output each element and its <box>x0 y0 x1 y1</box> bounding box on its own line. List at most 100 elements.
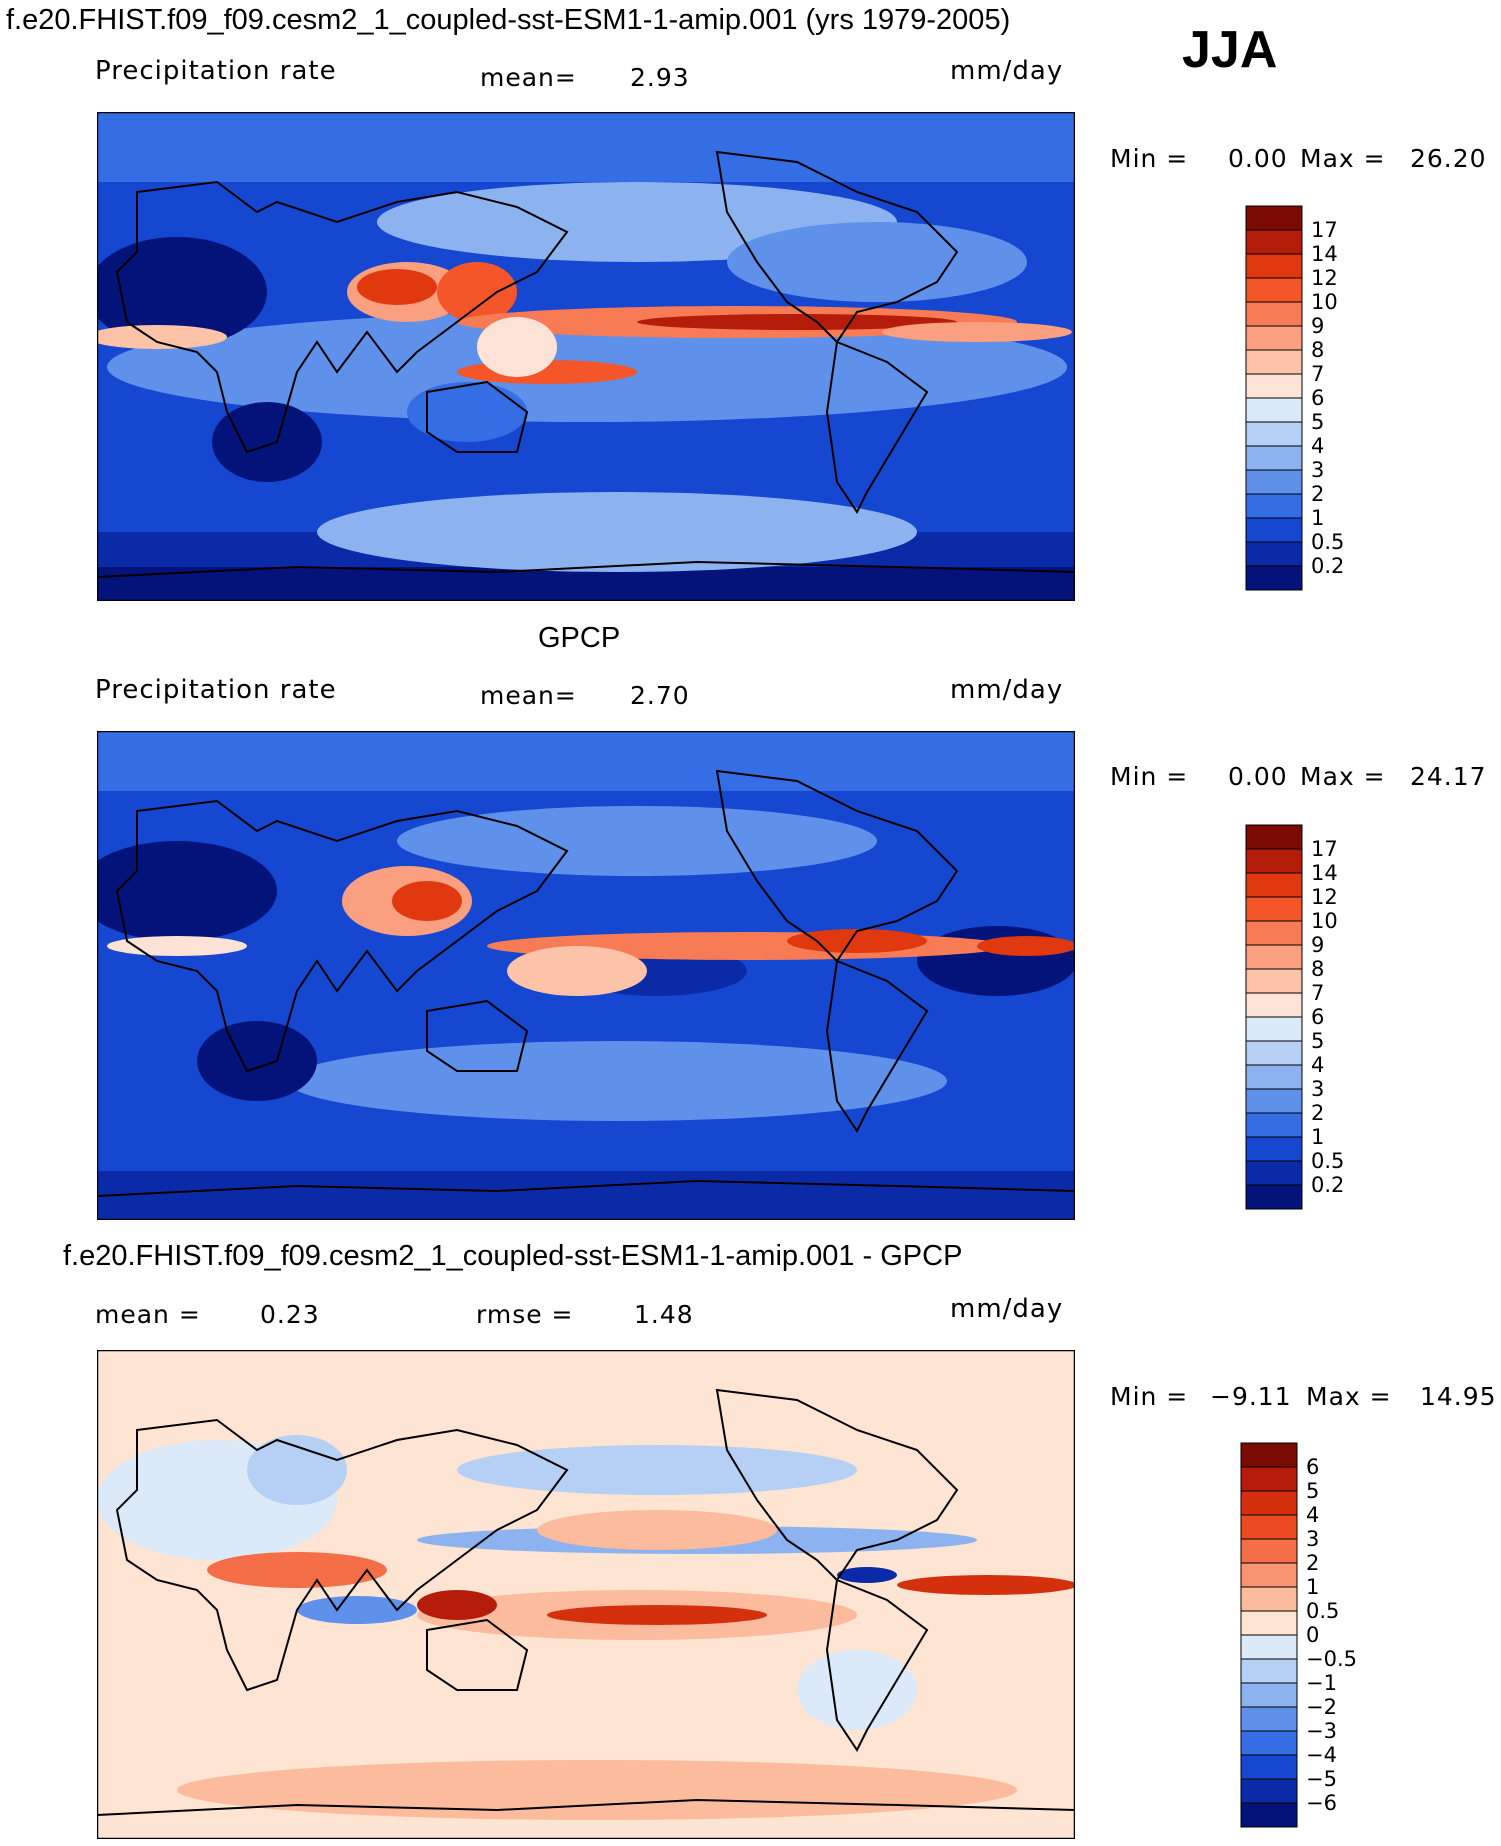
colorbar-swatch <box>1245 1016 1303 1042</box>
colorbar-swatch <box>1240 1658 1298 1684</box>
colorbar-tick-label: −2 <box>1306 1695 1337 1719</box>
mean-label: mean = <box>95 1300 201 1329</box>
colorbar-swatch <box>1245 968 1303 994</box>
colorbar-tick-label: −1 <box>1306 1671 1337 1695</box>
colorbar-swatch <box>1245 1064 1303 1090</box>
colorbar-swatch <box>1245 493 1303 519</box>
colorbar-tick-label: 0.2 <box>1311 1173 1344 1197</box>
colorbar-swatch <box>1240 1682 1298 1708</box>
colorbar-swatch <box>1240 1562 1298 1588</box>
colorbar-tick-label: 2 <box>1306 1551 1319 1575</box>
min-label: Min = <box>1110 762 1189 791</box>
colorbar-tick-label: 17 <box>1311 837 1338 861</box>
colorbar-swatch <box>1245 469 1303 495</box>
colorbar-swatch <box>1245 992 1303 1018</box>
colorbar-tick-label: 7 <box>1311 362 1324 386</box>
field-label: Precipitation rate <box>95 675 337 705</box>
precip-map-obs <box>97 731 1075 1220</box>
colorbar-tick-label: 3 <box>1311 1077 1324 1101</box>
colorbar-tick-label: −0.5 <box>1306 1647 1357 1671</box>
units-label: mm/day <box>950 56 1064 86</box>
mean-label: mean= <box>480 63 577 92</box>
colorbar-tick-label: 14 <box>1311 861 1338 885</box>
colorbar-tick-label: 4 <box>1311 1053 1324 1077</box>
colorbar-swatch <box>1245 565 1303 591</box>
colorbar-swatch <box>1245 1088 1303 1114</box>
colorbar-swatch <box>1245 1040 1303 1066</box>
colorbar-tick-label: 6 <box>1311 386 1324 410</box>
colorbar-tick-label: −5 <box>1306 1767 1337 1791</box>
colorbar-swatch <box>1245 872 1303 898</box>
mean-value: 2.70 <box>630 681 690 710</box>
colorbar-tick-label: 0.5 <box>1311 1149 1344 1173</box>
colorbar-swatch <box>1240 1730 1298 1756</box>
colorbar-swatch <box>1240 1466 1298 1492</box>
colorbar-swatch <box>1245 349 1303 375</box>
rmse-value: 1.48 <box>634 1300 694 1329</box>
rmse-label: rmse = <box>476 1300 574 1329</box>
min-value: −9.11 <box>1210 1382 1292 1411</box>
colorbar-tick-label: 3 <box>1306 1527 1319 1551</box>
colorbar-tick-label: 9 <box>1311 933 1324 957</box>
colorbar-swatch <box>1245 1112 1303 1138</box>
colorbar-swatch <box>1240 1538 1298 1564</box>
colorbar-tick-label: 7 <box>1311 981 1324 1005</box>
colorbar-tick-label: 12 <box>1311 885 1338 909</box>
colorbar-swatch <box>1240 1802 1298 1828</box>
colorbar-swatch <box>1245 517 1303 543</box>
min-label: Min = <box>1110 1382 1189 1411</box>
colorbar-tick-label: −4 <box>1306 1743 1337 1767</box>
colorbar-swatch <box>1245 301 1303 327</box>
max-value: 24.17 <box>1410 762 1487 791</box>
colorbar-tick-label: −3 <box>1306 1719 1337 1743</box>
case-title: f.e20.FHIST.f09_f09.cesm2_1_coupled-sst-… <box>6 4 1011 36</box>
colorbar-tick-label: 0.2 <box>1311 554 1344 578</box>
colorbar-swatch <box>1245 1184 1303 1210</box>
colorbar-swatch <box>1240 1610 1298 1636</box>
season-label: JJA <box>1182 21 1278 79</box>
panel-title: f.e20.FHIST.f09_f09.cesm2_1_coupled-sst-… <box>63 1240 963 1272</box>
colorbar-swatch <box>1245 944 1303 970</box>
colorbar-tick-label: 10 <box>1311 909 1338 933</box>
colorbar-swatch <box>1240 1514 1298 1540</box>
colorbar-swatch <box>1245 920 1303 946</box>
max-label: Max = <box>1300 144 1386 173</box>
colorbar-tick-label: 0.5 <box>1306 1599 1339 1623</box>
colorbar-swatch <box>1245 848 1303 874</box>
colorbar-tick-label: 6 <box>1311 1005 1324 1029</box>
colorbar-swatch <box>1245 1160 1303 1186</box>
colorbar-swatch <box>1245 397 1303 423</box>
colorbar-tick-label: 4 <box>1311 434 1324 458</box>
colorbar-tick-label: 1 <box>1306 1575 1319 1599</box>
colorbar-swatch <box>1245 229 1303 255</box>
colorbar-tick-label: 5 <box>1306 1479 1319 1503</box>
colorbar-tick-label: 5 <box>1311 410 1324 434</box>
mean-value: 2.93 <box>630 63 690 92</box>
colorbar-tick-label: 0.5 <box>1311 530 1344 554</box>
colorbar-tick-label: 2 <box>1311 1101 1324 1125</box>
max-label: Max = <box>1306 1382 1392 1411</box>
max-value: 14.95 <box>1420 1382 1497 1411</box>
colorbar-swatch <box>1245 1136 1303 1162</box>
colorbar-tick-label: 2 <box>1311 482 1324 506</box>
field-label: Precipitation rate <box>95 56 337 86</box>
colorbar-swatch <box>1240 1442 1298 1468</box>
colorbar-swatch <box>1240 1754 1298 1780</box>
precip-diff-map <box>97 1350 1075 1839</box>
mean-value: 0.23 <box>260 1300 320 1329</box>
max-label: Max = <box>1300 762 1386 791</box>
colorbar-swatch <box>1245 253 1303 279</box>
colorbar-swatch <box>1245 325 1303 351</box>
units-label: mm/day <box>950 675 1064 705</box>
colorbar-swatch <box>1245 205 1303 231</box>
colorbar-tick-label: 17 <box>1311 218 1338 242</box>
colorbar-tick-label: 8 <box>1311 957 1324 981</box>
colorbar-swatch <box>1245 445 1303 471</box>
colorbar-swatch <box>1240 1706 1298 1732</box>
colorbar-swatch <box>1240 1634 1298 1660</box>
colorbar-tick-label: 14 <box>1311 242 1338 266</box>
colorbar-swatch <box>1245 373 1303 399</box>
min-label: Min = <box>1110 144 1189 173</box>
